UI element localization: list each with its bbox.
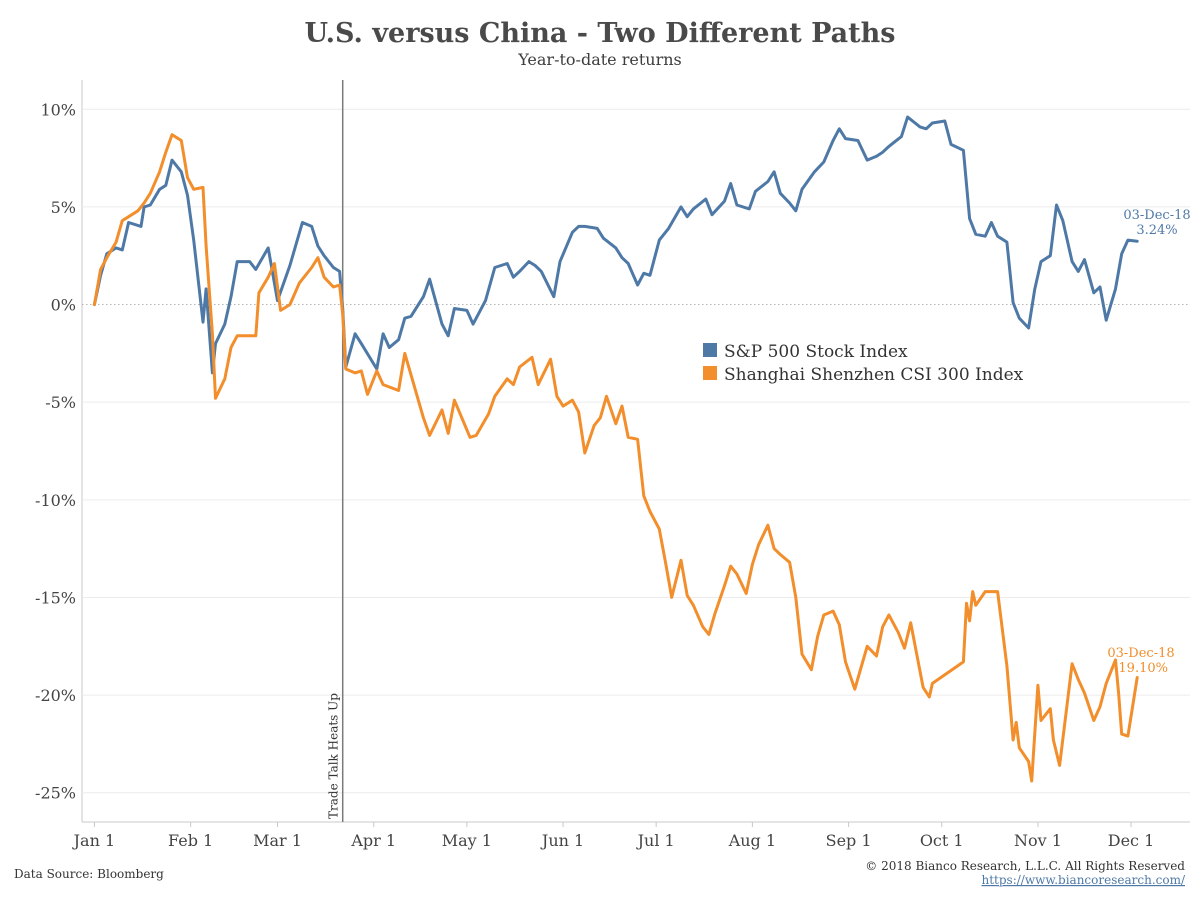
legend-swatch-csi300 bbox=[703, 366, 717, 380]
end-label-sp500-value: 3.24% bbox=[1136, 223, 1177, 238]
x-tick-label: Jan 1 bbox=[72, 831, 116, 850]
x-tick-label: Oct 1 bbox=[920, 831, 964, 850]
end-label-sp500-date: 03-Dec-18 bbox=[1123, 208, 1190, 223]
legend: S&P 500 Stock Index Shanghai Shenzhen CS… bbox=[703, 342, 1024, 385]
event-annotation: Trade Talk Heats Up bbox=[327, 80, 344, 822]
x-tick-label: Nov 1 bbox=[1014, 831, 1062, 850]
series-line-1 bbox=[92, 133, 1139, 783]
legend-label-sp500: S&P 500 Stock Index bbox=[724, 342, 908, 362]
legend-label-csi300: Shanghai Shenzhen CSI 300 Index bbox=[724, 365, 1024, 385]
x-tick-label: Apr 1 bbox=[350, 831, 396, 850]
series-line-0 bbox=[92, 115, 1139, 375]
x-tick-label: Mar 1 bbox=[253, 831, 302, 850]
x-axis: Jan 1 Feb 1 Mar 1 Apr 1 May 1 Jun 1 Jul 1 Aug 1… bbox=[72, 822, 1155, 850]
y-tick-label: -5% bbox=[45, 393, 76, 412]
x-tick-label: May 1 bbox=[442, 831, 492, 850]
y-tick-label: -25% bbox=[35, 784, 76, 803]
y-tick-label: 10% bbox=[40, 100, 76, 119]
y-tick-label: -10% bbox=[35, 491, 76, 510]
x-tick-label: Dec 1 bbox=[1108, 831, 1155, 850]
end-labels: 03-Dec-18 3.24% 03-Dec-18 -19.10% bbox=[1107, 208, 1190, 676]
copyright: © 2018 Bianco Research, L.L.C. All Right… bbox=[865, 859, 1185, 873]
end-label-csi300-date: 03-Dec-18 bbox=[1107, 646, 1174, 661]
chart-title: U.S. versus China - Two Different Paths bbox=[305, 18, 896, 49]
x-tick-label: Jun 1 bbox=[540, 831, 584, 850]
y-tick-label: 5% bbox=[51, 198, 76, 217]
data-source: Data Source: Bloomberg bbox=[14, 867, 164, 881]
chart-subtitle: Year-to-date returns bbox=[517, 50, 681, 69]
y-tick-label: -15% bbox=[35, 588, 76, 607]
y-tick-label: -20% bbox=[35, 686, 76, 705]
legend-swatch-sp500 bbox=[703, 343, 717, 357]
series-layer bbox=[92, 115, 1139, 783]
x-tick-label: Sep 1 bbox=[826, 831, 872, 850]
event-annotation-label: Trade Talk Heats Up bbox=[327, 693, 341, 819]
x-tick-label: Feb 1 bbox=[168, 831, 213, 850]
grid-layer bbox=[81, 80, 1190, 823]
y-tick-label: 0% bbox=[51, 296, 76, 315]
x-tick-label: Aug 1 bbox=[728, 831, 776, 850]
x-tick-label: Jul 1 bbox=[636, 831, 675, 850]
website-link[interactable]: https://www.biancoresearch.com/ bbox=[981, 873, 1185, 887]
y-axis: 10% 5% 0% -5% -10% -15% -20% -25% bbox=[35, 100, 76, 802]
end-label-csi300-value: -19.10% bbox=[1114, 661, 1168, 676]
